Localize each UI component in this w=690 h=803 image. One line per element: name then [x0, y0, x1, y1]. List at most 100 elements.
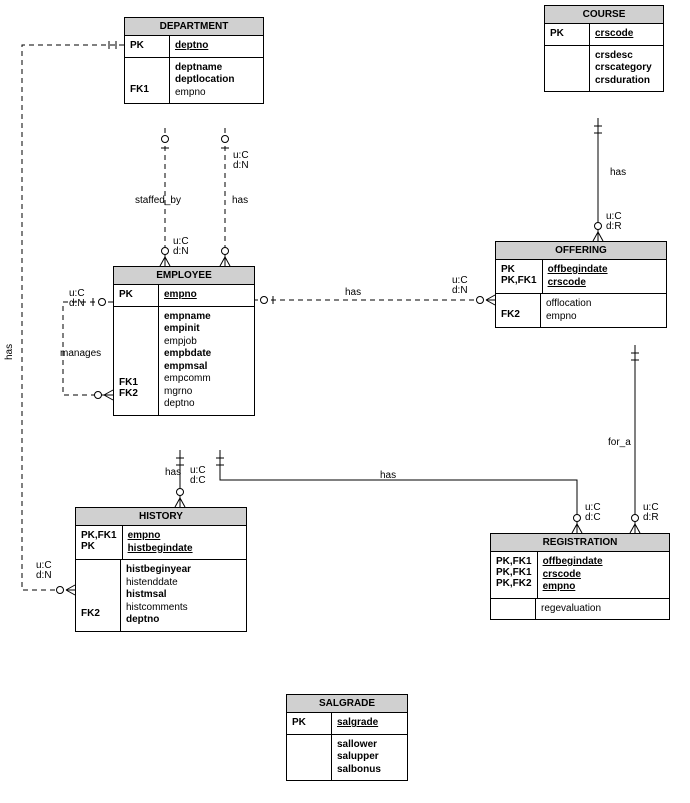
- edge-label: d:C: [585, 512, 601, 523]
- attr-crscategory: crscategory: [595, 62, 658, 75]
- entity-department: DEPARTMENTPKdeptno FK1deptnamedeptlocati…: [124, 17, 264, 104]
- key-annotation: PK,FK2: [496, 578, 532, 589]
- key-annotation: [81, 597, 115, 608]
- attr-regevaluation: regevaluation: [541, 603, 664, 616]
- edge-label: d:N: [452, 285, 468, 296]
- key-annotation: [501, 298, 535, 309]
- attr-mgrno: mgrno: [164, 386, 249, 399]
- attr-histcomments: histcomments: [126, 602, 241, 615]
- key-annotation: FK2: [501, 309, 535, 320]
- edge-label: has: [165, 467, 181, 478]
- attr-offbegindate: offbegindate: [548, 264, 661, 277]
- attr-deptno: deptno: [126, 614, 241, 627]
- attr-histmsal: histmsal: [126, 589, 241, 602]
- entity-employee: EMPLOYEEPKempno FK1FK2empnameempinitempj…: [113, 266, 255, 416]
- key-annotation: [119, 322, 153, 333]
- edge-label: u:C: [585, 502, 601, 513]
- key-annotation: [81, 586, 115, 597]
- edge-label: has: [380, 470, 396, 481]
- edge-label: d:N: [69, 298, 85, 309]
- attr-histbegindate: histbegindate: [128, 543, 241, 556]
- entity-registration: REGISTRATIONPK,FK1PK,FK1PK,FK2offbeginda…: [490, 533, 670, 620]
- edge-label: manages: [60, 348, 101, 359]
- attr-offbegindate: offbegindate: [543, 556, 664, 569]
- edge-label: has: [345, 287, 361, 298]
- edge-label: has: [610, 167, 626, 178]
- attr-deptno: deptno: [164, 398, 249, 411]
- attr-empmsal: empmsal: [164, 361, 249, 374]
- key-annotation: [119, 311, 153, 322]
- key-annotation: [292, 750, 326, 761]
- edge-label: u:C: [606, 211, 622, 222]
- edge-label: u:C: [173, 236, 189, 247]
- key-annotation: [119, 333, 153, 344]
- entity-title: REGISTRATION: [491, 534, 669, 552]
- key-annotation: PK: [292, 717, 326, 728]
- entity-title: HISTORY: [76, 508, 246, 526]
- edge-label: d:N: [233, 160, 249, 171]
- attr-deptno: deptno: [175, 40, 258, 53]
- edge-label: u:C: [190, 465, 206, 476]
- edge-label: d:R: [606, 221, 622, 232]
- key-annotation: PK: [550, 28, 584, 39]
- attr-salgrade: salgrade: [337, 717, 402, 730]
- attr-crsdesc: crsdesc: [595, 50, 658, 63]
- attr-empbdate: empbdate: [164, 348, 249, 361]
- edge-label: has: [232, 195, 248, 206]
- key-annotation: [292, 739, 326, 750]
- attr-sallower: sallower: [337, 739, 402, 752]
- key-annotation: [130, 73, 164, 84]
- key-annotation: PK,FK1: [81, 530, 117, 541]
- key-annotation: [292, 761, 326, 772]
- entity-offering: OFFERING PKPK,FK1 offbegindatecrscode FK2 o…: [495, 241, 667, 328]
- attr-empno: empno: [164, 289, 249, 302]
- attr-salbonus: salbonus: [337, 764, 402, 777]
- attr-empno: empno: [543, 581, 664, 594]
- attr-histenddate: histenddate: [126, 577, 241, 590]
- attr-salupper: salupper: [337, 751, 402, 764]
- key-annotation: [81, 575, 115, 586]
- edge-label: d:N: [173, 246, 189, 257]
- attr-crsduration: crsduration: [595, 75, 658, 88]
- key-annotation: [119, 355, 153, 366]
- attr-empno: empno: [546, 311, 661, 324]
- key-annotation: [550, 50, 584, 61]
- key-annotation: [550, 61, 584, 72]
- edge-label: u:C: [452, 275, 468, 286]
- key-annotation: PK: [81, 541, 117, 552]
- key-annotation: FK2: [81, 608, 115, 619]
- edge-label: d:C: [190, 475, 206, 486]
- key-annotation: FK1: [130, 84, 164, 95]
- attr-empcomm: empcomm: [164, 373, 249, 386]
- entity-title: OFFERING: [496, 242, 666, 260]
- attr-empjob: empjob: [164, 336, 249, 349]
- key-annotation: PK,FK1: [501, 275, 537, 286]
- attr-crscode: crscode: [548, 277, 661, 290]
- edge-label: u:C: [69, 288, 85, 299]
- attr-deptlocation: deptlocation: [175, 74, 258, 87]
- er-diagram-canvas: u:Cd:Nstaffed_byu:Cd:Nhasu:Cd:Rhasu:Cd:N…: [0, 0, 690, 803]
- key-annotation: [496, 603, 530, 614]
- key-annotation: [119, 366, 153, 377]
- key-annotation: PK,FK1: [496, 556, 532, 567]
- entity-title: SALGRADE: [287, 695, 407, 713]
- attr-offlocation: offlocation: [546, 298, 661, 311]
- edges-layer: u:Cd:Nstaffed_byu:Cd:Nhasu:Cd:Rhasu:Cd:N…: [0, 0, 690, 803]
- entity-salgrade: SALGRADE PK salgrade sallowersaluppersalbo…: [286, 694, 408, 781]
- edge-label: u:C: [233, 150, 249, 161]
- entity-title: COURSE: [545, 6, 663, 24]
- key-annotation: FK2: [119, 388, 153, 399]
- key-annotation: FK1: [119, 377, 153, 388]
- key-annotation: PK: [130, 40, 164, 51]
- attr-crscode: crscode: [595, 28, 658, 41]
- edge-label: d:N: [36, 570, 52, 581]
- key-annotation: [130, 62, 164, 73]
- key-annotation: [119, 344, 153, 355]
- key-annotation: PK: [501, 264, 537, 275]
- key-annotation: PK: [119, 289, 153, 300]
- attr-empinit: empinit: [164, 323, 249, 336]
- edge-label: has: [4, 344, 15, 360]
- entity-title: DEPARTMENT: [125, 18, 263, 36]
- edge-label: u:C: [643, 502, 659, 513]
- edge-label: staffed_by: [135, 195, 181, 206]
